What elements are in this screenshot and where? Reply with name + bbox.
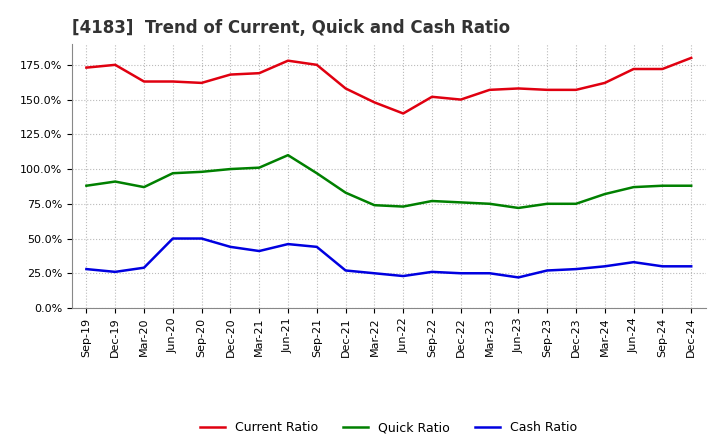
Current Ratio — [284, 58, 292, 63]
Line: Quick Ratio: Quick Ratio — [86, 155, 691, 208]
Quick Ratio — [226, 166, 235, 172]
Quick Ratio — [456, 200, 465, 205]
Current Ratio — [197, 80, 206, 85]
Quick Ratio — [543, 201, 552, 206]
Quick Ratio — [341, 190, 350, 195]
Current Ratio — [629, 66, 638, 72]
Current Ratio — [168, 79, 177, 84]
Current Ratio — [341, 86, 350, 91]
Quick Ratio — [312, 171, 321, 176]
Line: Cash Ratio: Cash Ratio — [86, 238, 691, 278]
Quick Ratio — [255, 165, 264, 170]
Cash Ratio — [312, 244, 321, 249]
Cash Ratio — [514, 275, 523, 280]
Cash Ratio — [370, 271, 379, 276]
Cash Ratio — [485, 271, 494, 276]
Current Ratio — [140, 79, 148, 84]
Text: [4183]  Trend of Current, Quick and Cash Ratio: [4183] Trend of Current, Quick and Cash … — [72, 19, 510, 37]
Quick Ratio — [284, 153, 292, 158]
Current Ratio — [428, 94, 436, 99]
Current Ratio — [572, 87, 580, 92]
Current Ratio — [687, 55, 696, 61]
Quick Ratio — [629, 184, 638, 190]
Cash Ratio — [399, 273, 408, 279]
Quick Ratio — [600, 191, 609, 197]
Cash Ratio — [428, 269, 436, 275]
Current Ratio — [111, 62, 120, 67]
Current Ratio — [399, 111, 408, 116]
Current Ratio — [485, 87, 494, 92]
Current Ratio — [658, 66, 667, 72]
Quick Ratio — [82, 183, 91, 188]
Current Ratio — [600, 80, 609, 85]
Current Ratio — [543, 87, 552, 92]
Quick Ratio — [687, 183, 696, 188]
Current Ratio — [456, 97, 465, 102]
Cash Ratio — [456, 271, 465, 276]
Cash Ratio — [572, 267, 580, 272]
Quick Ratio — [428, 198, 436, 204]
Cash Ratio — [543, 268, 552, 273]
Current Ratio — [514, 86, 523, 91]
Current Ratio — [312, 62, 321, 67]
Quick Ratio — [399, 204, 408, 209]
Quick Ratio — [197, 169, 206, 175]
Cash Ratio — [658, 264, 667, 269]
Cash Ratio — [82, 267, 91, 272]
Legend: Current Ratio, Quick Ratio, Cash Ratio: Current Ratio, Quick Ratio, Cash Ratio — [195, 416, 582, 439]
Current Ratio — [226, 72, 235, 77]
Quick Ratio — [485, 201, 494, 206]
Cash Ratio — [168, 236, 177, 241]
Quick Ratio — [572, 201, 580, 206]
Line: Current Ratio: Current Ratio — [86, 58, 691, 114]
Cash Ratio — [341, 268, 350, 273]
Cash Ratio — [140, 265, 148, 270]
Cash Ratio — [255, 249, 264, 254]
Quick Ratio — [370, 202, 379, 208]
Cash Ratio — [111, 269, 120, 275]
Cash Ratio — [629, 260, 638, 265]
Cash Ratio — [197, 236, 206, 241]
Quick Ratio — [168, 171, 177, 176]
Quick Ratio — [658, 183, 667, 188]
Cash Ratio — [226, 244, 235, 249]
Cash Ratio — [687, 264, 696, 269]
Current Ratio — [255, 70, 264, 76]
Current Ratio — [82, 65, 91, 70]
Quick Ratio — [140, 184, 148, 190]
Quick Ratio — [514, 205, 523, 211]
Cash Ratio — [600, 264, 609, 269]
Cash Ratio — [284, 242, 292, 247]
Quick Ratio — [111, 179, 120, 184]
Current Ratio — [370, 100, 379, 105]
